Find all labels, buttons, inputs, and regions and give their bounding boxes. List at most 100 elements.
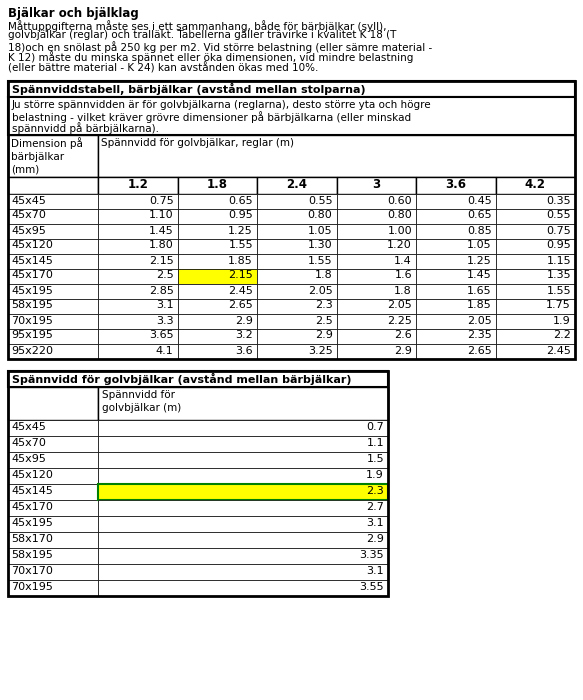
Text: 3.6: 3.6 [445, 178, 466, 192]
Bar [496, 314, 575, 328]
Bar [98, 239, 177, 253]
Bar [8, 344, 98, 358]
Text: 1.85: 1.85 [229, 256, 253, 265]
Text: 58x195: 58x195 [11, 300, 53, 311]
Text: 45x120: 45x120 [11, 470, 53, 480]
Bar [336, 223, 416, 239]
Text: 45x70: 45x70 [11, 438, 46, 447]
Text: Spännviddstabell, bärbjälkar (avstånd mellan stolparna): Spännviddstabell, bärbjälkar (avstånd me… [12, 83, 366, 94]
Text: Dimension på
bärbjälkar
(mm): Dimension på bärbjälkar (mm) [11, 137, 83, 174]
Text: 1.2: 1.2 [127, 178, 148, 192]
Bar [8, 176, 98, 193]
Bar [177, 269, 257, 284]
Text: 1.8: 1.8 [207, 178, 228, 192]
Bar [98, 564, 388, 580]
Text: 2.85: 2.85 [149, 286, 174, 295]
Bar [177, 328, 257, 344]
Text: 1.75: 1.75 [546, 300, 571, 311]
Text: 2.3: 2.3 [315, 300, 332, 311]
Bar [8, 370, 388, 596]
Bar [8, 298, 98, 314]
Text: 2.05: 2.05 [387, 300, 412, 311]
Bar [8, 193, 98, 209]
Text: 0.75: 0.75 [149, 195, 174, 206]
Bar [8, 484, 98, 500]
Bar [98, 314, 177, 328]
Bar [8, 223, 98, 239]
Bar [257, 209, 336, 223]
Bar [98, 344, 177, 358]
Bar [8, 80, 575, 97]
Bar [98, 580, 388, 596]
Bar [416, 328, 496, 344]
Bar [8, 500, 98, 515]
Text: 0.65: 0.65 [467, 211, 491, 220]
Text: 2.65: 2.65 [467, 346, 491, 356]
Text: 0.65: 0.65 [229, 195, 253, 206]
Bar [496, 269, 575, 284]
Bar [98, 253, 177, 269]
Bar [8, 580, 98, 596]
Bar [177, 223, 257, 239]
Bar [8, 80, 575, 358]
Text: 0.95: 0.95 [546, 241, 571, 251]
Bar [98, 419, 388, 435]
Bar [8, 328, 98, 344]
Bar [8, 370, 388, 386]
Text: belastning - vilket kräver grövre dimensioner på bärbjälkarna (eller minskad: belastning - vilket kräver grövre dimens… [12, 111, 411, 123]
Text: 1.1: 1.1 [366, 438, 384, 447]
Text: K 12) måste du minska spännet eller öka dimensionen, vid mindre belastning: K 12) måste du minska spännet eller öka … [8, 52, 413, 64]
Text: 0.80: 0.80 [308, 211, 332, 220]
Text: 58x195: 58x195 [11, 550, 53, 559]
Text: Måttuppgifterna måste ses i ett sammanhang, både för bärbjälkar (syll),: Måttuppgifterna måste ses i ett sammanha… [8, 20, 387, 32]
Text: 45x45: 45x45 [11, 195, 46, 206]
Text: 2.9: 2.9 [315, 330, 332, 340]
Text: 45x70: 45x70 [11, 211, 46, 220]
Bar [177, 193, 257, 209]
Bar [8, 97, 575, 134]
Text: 2.25: 2.25 [387, 316, 412, 326]
Text: 70x195: 70x195 [11, 316, 53, 326]
Text: Ju större spännvidden är för golvbjälkarna (reglarna), desto större yta och högr: Ju större spännvidden är för golvbjälkar… [12, 101, 431, 111]
Text: 1.55: 1.55 [308, 256, 332, 265]
Bar [98, 284, 177, 298]
Text: 2.35: 2.35 [467, 330, 491, 340]
Text: 4.2: 4.2 [525, 178, 546, 192]
Bar [416, 298, 496, 314]
Text: 45x95: 45x95 [11, 225, 46, 235]
Text: 3.1: 3.1 [156, 300, 174, 311]
Text: 0.55: 0.55 [308, 195, 332, 206]
Text: 0.7: 0.7 [366, 421, 384, 431]
Text: 2.15: 2.15 [229, 270, 253, 281]
Bar [98, 468, 388, 484]
Text: 0.55: 0.55 [546, 211, 571, 220]
Text: 2.9: 2.9 [366, 533, 384, 543]
Bar [416, 344, 496, 358]
Text: 2.15: 2.15 [149, 256, 174, 265]
Text: 1.25: 1.25 [229, 225, 253, 235]
Bar [98, 452, 388, 468]
Text: 3.1: 3.1 [366, 566, 384, 575]
Bar [8, 239, 98, 253]
Text: 45x170: 45x170 [11, 501, 53, 512]
Text: 2.5: 2.5 [315, 316, 332, 326]
Bar [98, 223, 177, 239]
Text: 95x195: 95x195 [11, 330, 53, 340]
Text: 3.1: 3.1 [366, 517, 384, 528]
Text: 58x170: 58x170 [11, 533, 53, 543]
Bar [8, 468, 98, 484]
Text: 2.5: 2.5 [156, 270, 174, 281]
Bar [8, 531, 98, 547]
Bar [8, 386, 98, 419]
Text: 2.65: 2.65 [229, 300, 253, 311]
Bar [416, 314, 496, 328]
Bar [8, 209, 98, 223]
Bar [177, 314, 257, 328]
Bar [257, 284, 336, 298]
Text: 2.2: 2.2 [553, 330, 571, 340]
Bar [8, 515, 98, 531]
Bar [98, 531, 388, 547]
Bar [8, 547, 98, 564]
Text: 1.9: 1.9 [553, 316, 571, 326]
Bar [336, 328, 416, 344]
